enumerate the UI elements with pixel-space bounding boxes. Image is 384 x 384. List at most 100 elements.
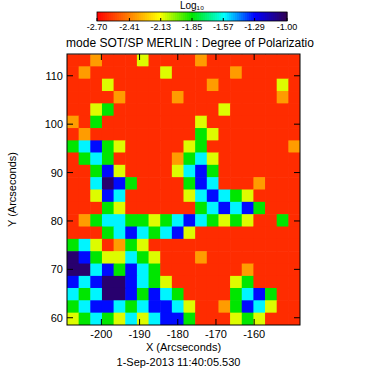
cell bbox=[67, 66, 79, 79]
cell bbox=[242, 214, 254, 227]
cell bbox=[102, 128, 114, 141]
cell bbox=[172, 202, 184, 215]
cell bbox=[288, 202, 300, 215]
cell bbox=[288, 103, 300, 116]
cell bbox=[218, 288, 230, 301]
y-tick-label: 90 bbox=[51, 167, 63, 179]
cell bbox=[160, 300, 172, 313]
cell bbox=[160, 140, 172, 153]
cell bbox=[184, 66, 196, 79]
colorbar-tick bbox=[223, 18, 224, 21]
cell bbox=[218, 152, 230, 165]
cell bbox=[67, 227, 79, 240]
cell bbox=[207, 103, 219, 116]
cell bbox=[137, 190, 149, 203]
cell bbox=[102, 165, 114, 178]
cell bbox=[114, 140, 126, 153]
y-tick-label: 110 bbox=[45, 70, 63, 82]
cell bbox=[172, 288, 184, 301]
cell bbox=[102, 103, 114, 116]
cell bbox=[207, 165, 219, 178]
cell bbox=[125, 276, 137, 289]
cell bbox=[114, 103, 126, 116]
cell bbox=[67, 202, 79, 215]
cell bbox=[218, 264, 230, 277]
cell bbox=[137, 165, 149, 178]
cell bbox=[160, 165, 172, 178]
x-axis-label: X (Arcseconds) bbox=[146, 341, 221, 353]
cell bbox=[160, 152, 172, 165]
cell bbox=[114, 264, 126, 277]
cell bbox=[242, 54, 254, 67]
cell bbox=[265, 202, 277, 215]
cell bbox=[218, 128, 230, 141]
cell bbox=[277, 300, 289, 313]
cell bbox=[288, 239, 300, 252]
cell bbox=[207, 128, 219, 141]
cell bbox=[218, 239, 230, 252]
cell bbox=[253, 91, 265, 104]
cell bbox=[125, 152, 137, 165]
cell bbox=[114, 91, 126, 104]
cell bbox=[172, 79, 184, 92]
cell bbox=[195, 288, 207, 301]
cell bbox=[265, 214, 277, 227]
cell bbox=[67, 54, 79, 67]
cell bbox=[242, 152, 254, 165]
cell bbox=[207, 288, 219, 301]
cell bbox=[230, 116, 242, 129]
cell bbox=[160, 103, 172, 116]
cell bbox=[277, 140, 289, 153]
cell bbox=[288, 140, 300, 153]
cell bbox=[114, 300, 126, 313]
cell bbox=[114, 54, 126, 67]
cell bbox=[67, 140, 79, 153]
cell bbox=[277, 177, 289, 190]
cell bbox=[253, 116, 265, 129]
x-tick bbox=[254, 54, 255, 60]
cell bbox=[288, 66, 300, 79]
cell bbox=[90, 313, 102, 325]
y-tick-label: 100 bbox=[45, 118, 63, 130]
cell bbox=[218, 66, 230, 79]
cell bbox=[207, 300, 219, 313]
cell bbox=[253, 251, 265, 264]
cell bbox=[172, 264, 184, 277]
cell bbox=[207, 251, 219, 264]
colorbar-tick bbox=[97, 18, 98, 21]
cell bbox=[114, 227, 126, 240]
cell bbox=[184, 165, 196, 178]
cell bbox=[172, 300, 184, 313]
cell bbox=[265, 300, 277, 313]
cell bbox=[102, 313, 114, 325]
cell bbox=[149, 264, 161, 277]
cell bbox=[230, 251, 242, 264]
cell bbox=[230, 227, 242, 240]
cell bbox=[114, 152, 126, 165]
y-tick bbox=[67, 124, 73, 125]
cell bbox=[160, 128, 172, 141]
cell bbox=[125, 116, 137, 129]
cell bbox=[195, 128, 207, 141]
cell bbox=[90, 214, 102, 227]
cell bbox=[125, 214, 137, 227]
cell bbox=[184, 239, 196, 252]
cell bbox=[242, 140, 254, 153]
cell bbox=[184, 276, 196, 289]
cell bbox=[67, 190, 79, 203]
cell bbox=[160, 66, 172, 79]
cell bbox=[230, 79, 242, 92]
cell bbox=[149, 214, 161, 227]
cell bbox=[137, 91, 149, 104]
cell bbox=[184, 214, 196, 227]
cell bbox=[207, 239, 219, 252]
cell bbox=[172, 128, 184, 141]
cell bbox=[195, 165, 207, 178]
cell bbox=[242, 190, 254, 203]
cell bbox=[149, 140, 161, 153]
cell bbox=[253, 313, 265, 325]
cell bbox=[102, 177, 114, 190]
cell bbox=[79, 227, 91, 240]
cell bbox=[207, 177, 219, 190]
cell bbox=[242, 103, 254, 116]
